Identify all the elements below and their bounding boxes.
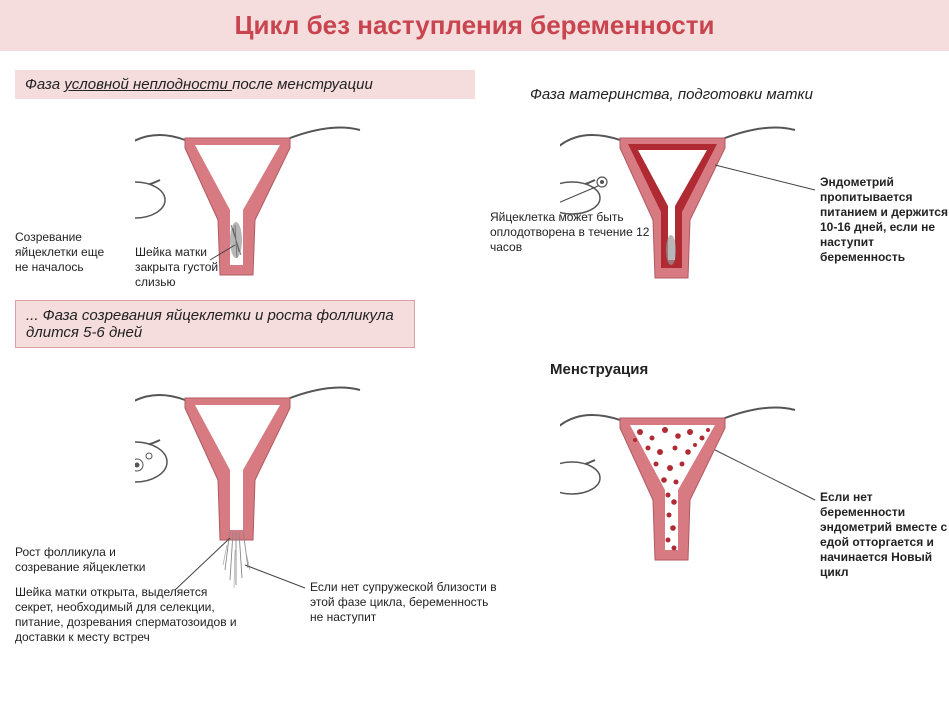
p3-label-a: Рост фолликула и созревание яйцеклетки: [15, 545, 175, 575]
panel-phase3: Рост фолликула и созревание яйцеклетки Ш…: [15, 360, 475, 640]
uterus-diagram-4: [560, 390, 840, 610]
p3-label-b: Шейка матки открыта, выделяется секрет, …: [15, 585, 240, 645]
p4-label-a: Если нет беременности эндометрий вместе …: [820, 490, 949, 580]
panel-phase2: Яйцеклетка может быть оплодотворена в те…: [490, 100, 949, 380]
panel-phase1: Созревание яйцеклетки еще не началось Ше…: [15, 100, 475, 380]
page-title: Цикл без наступления беременности: [0, 10, 949, 41]
phase1-header: Фаза условной неплодности после менструа…: [15, 70, 475, 99]
p2-label-a: Яйцеклетка может быть оплодотворена в те…: [490, 210, 650, 255]
p3-label-c: Если нет супружеской близости в этой фаз…: [310, 580, 500, 625]
p1-label-b: Шейка матки закрыта густой слизью: [135, 245, 250, 290]
p2-label-b: Эндометрий пропитывается питанием и держ…: [820, 175, 949, 265]
title-bar: Цикл без наступления беременности: [0, 0, 949, 51]
panel-phase4: Если нет беременности эндометрий вместе …: [490, 380, 949, 660]
p1-label-a: Созревание яйцеклетки еще не началось: [15, 230, 120, 275]
